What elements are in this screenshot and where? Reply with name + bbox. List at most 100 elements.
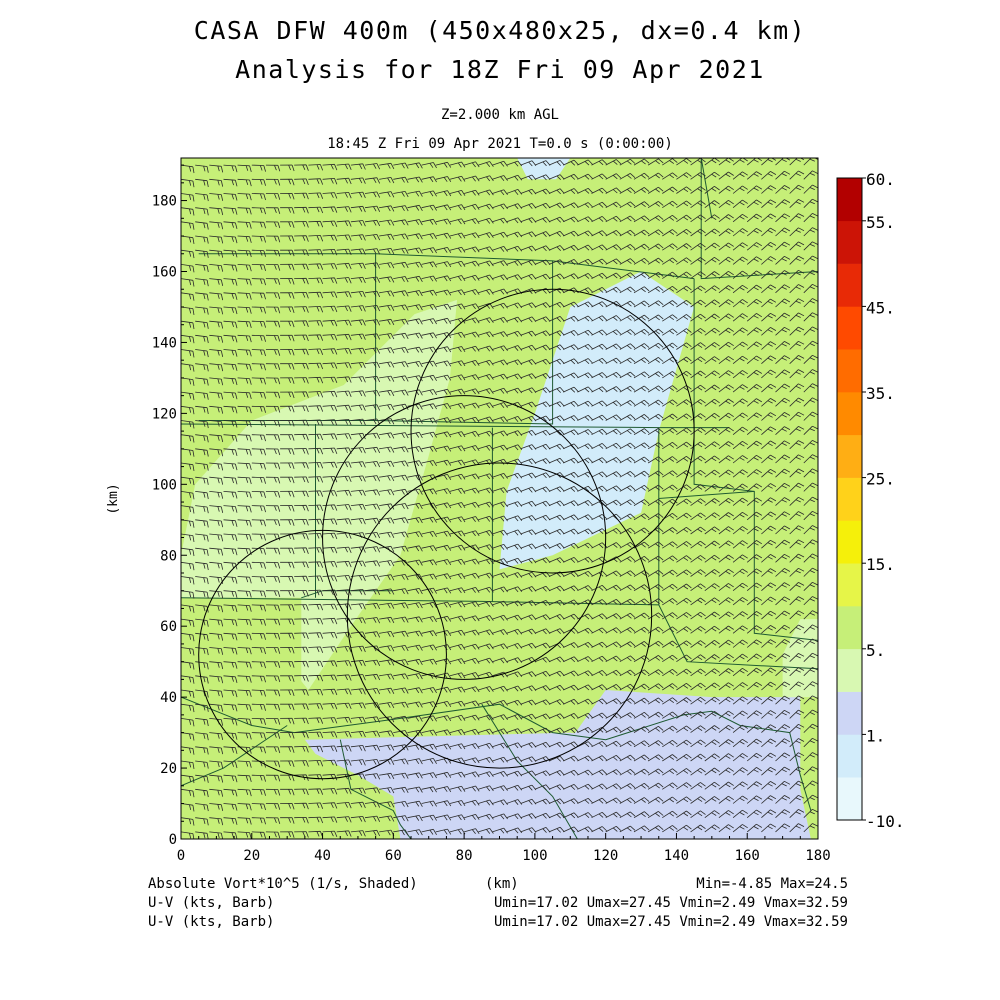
wind-barb (789, 738, 805, 748)
wind-barb (662, 172, 678, 180)
wind-barb (223, 278, 238, 286)
wind-barb (591, 783, 607, 790)
wind-barb (548, 415, 565, 422)
wind-barb (435, 275, 452, 282)
wind-barb (350, 276, 366, 284)
wind-barb (548, 628, 565, 634)
wind-barb (265, 235, 281, 243)
wind-barb (435, 388, 452, 395)
wind-barb (761, 256, 777, 265)
wind-barb (775, 341, 791, 350)
wind-barb (223, 632, 238, 641)
wind-barb (619, 343, 636, 350)
county-line-11 (658, 604, 818, 670)
wind-barb (548, 557, 565, 564)
wind-barb (492, 714, 508, 721)
wind-barb (548, 401, 565, 407)
wind-barb (449, 417, 466, 423)
wind-barb (463, 728, 480, 735)
wind-barb (676, 768, 692, 776)
wind-barb (195, 746, 209, 755)
wind-barb (803, 553, 818, 563)
wind-barb (718, 682, 734, 691)
wind-barb (421, 488, 437, 495)
wind-barb (676, 626, 692, 634)
wind-barb (181, 320, 195, 330)
wind-barb (662, 456, 678, 464)
wind-barb (718, 398, 734, 407)
wind-barb (449, 686, 466, 693)
wind-barb (563, 642, 579, 648)
wind-barb (322, 334, 338, 341)
wind-barb (336, 248, 352, 256)
wind-barb (789, 312, 805, 322)
wind-barb (591, 201, 607, 209)
wind-barb (690, 469, 706, 478)
wind-barb (591, 443, 607, 450)
wind-barb (223, 207, 238, 215)
wind-barb (761, 596, 777, 606)
wind-barb (478, 232, 494, 238)
wind-barb (676, 328, 692, 336)
wind-barb (280, 292, 295, 299)
wind-barb (237, 491, 252, 499)
wind-barb (690, 158, 706, 166)
wind-barb (223, 647, 238, 655)
wind-barb (718, 341, 734, 350)
wind-barb (775, 752, 791, 762)
wind-barb (393, 630, 409, 637)
wind-barb (732, 455, 748, 464)
wind-barb (294, 192, 309, 200)
wind-barb (435, 814, 452, 821)
wind-barb (251, 817, 266, 825)
wind-barb (463, 714, 480, 721)
wind-barb (463, 388, 480, 395)
wind-barb (478, 799, 494, 806)
wind-barb (421, 531, 437, 538)
wind-barb (265, 590, 281, 598)
wind-barb (803, 695, 818, 705)
wind-barb (478, 700, 494, 707)
wind-barb (775, 624, 791, 634)
wind-barb (605, 258, 622, 265)
wind-barb (435, 417, 452, 424)
wind-barb (577, 485, 593, 492)
wind-barb (265, 732, 281, 739)
wind-barb (633, 328, 650, 336)
wind-barb (449, 374, 466, 381)
wind-barb (548, 316, 565, 322)
wind-barb (548, 372, 565, 379)
wind-barb (478, 246, 494, 253)
wind-barb (492, 373, 508, 380)
wind-barb (463, 572, 480, 579)
wind-barb (478, 686, 494, 692)
wind-barb (209, 576, 224, 584)
wind-barb (265, 718, 281, 725)
figure-title-line2: Analysis for 18Z Fri 09 Apr 2021 (235, 55, 765, 84)
wind-barb (350, 603, 366, 610)
wind-barb (676, 796, 692, 804)
wind-barb (647, 541, 664, 549)
wind-barb (421, 715, 437, 722)
wind-barb (548, 429, 565, 436)
wind-barb (605, 825, 622, 833)
wind-barb (577, 429, 593, 436)
wind-barb (265, 831, 281, 839)
wind-barb (803, 227, 818, 237)
wind-barb (718, 781, 734, 790)
wind-barb (563, 684, 579, 691)
wind-barb (662, 640, 678, 648)
wind-barb (181, 746, 195, 755)
wind-barb (690, 626, 706, 634)
wind-barb (789, 553, 805, 563)
wind-barb (704, 512, 720, 521)
wind-barbs (181, 158, 818, 839)
wind-barb (690, 455, 706, 464)
wind-barb (195, 803, 209, 812)
wind-barb (364, 773, 381, 780)
wind-barb (223, 491, 238, 499)
wind-barb (577, 698, 593, 705)
wind-barb (548, 656, 565, 663)
wind-barb (195, 632, 209, 641)
wind-barb (209, 292, 224, 301)
